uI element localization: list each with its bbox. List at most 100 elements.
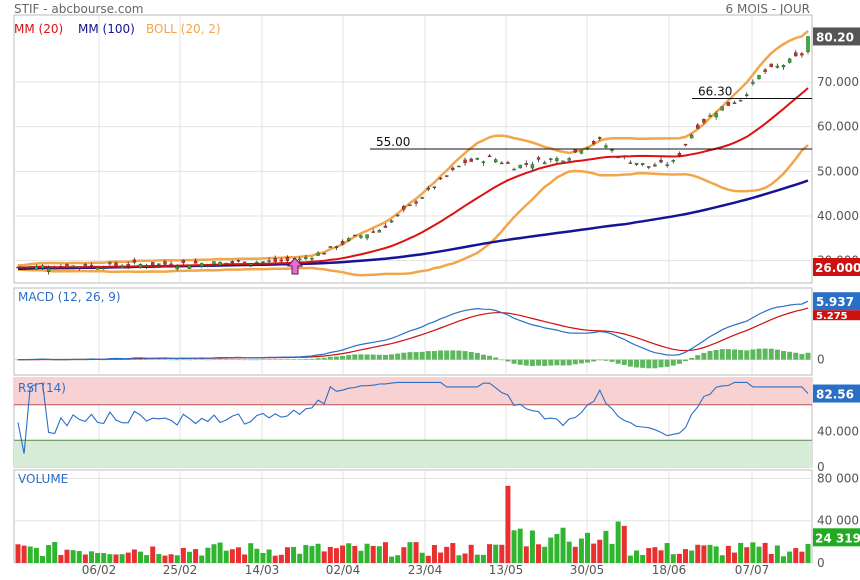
macd-flag-value: 5.937 [816,295,854,309]
candle-body [794,52,798,57]
macd-histogram-bar [793,352,799,360]
rsi-flag-value: 82.56 [816,388,854,402]
candle-body [732,102,737,104]
macd-histogram-bar [211,359,217,360]
candle-body [169,263,173,267]
candle-body [138,264,143,268]
volume-bar [113,554,119,563]
candle-body [310,258,314,260]
macd-histogram-bar [340,355,346,360]
macd-histogram-bar [150,359,156,360]
candle-body [151,262,155,266]
x-tick-label: 13/05 [489,563,524,577]
macd-histogram-bar [358,354,364,360]
candle-body [273,258,277,262]
candle-body [200,263,204,267]
candle-body [438,177,443,180]
volume-bar [346,543,352,563]
volume-bar [21,545,27,563]
volume-bar [413,542,419,563]
macd-histogram-bar [389,354,395,360]
volume-bar [793,548,799,563]
macd-histogram-bar [781,351,787,360]
macd-histogram-bar [193,359,199,361]
macd-histogram-bar [480,354,486,360]
chart-period-label: 6 MOIS - JOUR [725,2,810,16]
macd-line [17,300,809,361]
macd-histogram-bar [658,359,664,368]
candle-body [89,264,94,267]
macd-histogram-bar [266,359,272,360]
signal-flag-value: 5.275 [816,311,848,322]
candle-body [702,118,706,123]
volume-bar [395,555,401,563]
rsi-oversold-zone [14,440,812,467]
volume-tick-label: 80 000 [817,471,859,485]
macd-histogram-bar [566,359,572,366]
candle-body [402,205,406,210]
rsi-tick-label: 0 [817,460,825,474]
candle-body [224,262,228,265]
candle-body [787,58,792,63]
macd-histogram-bar [413,352,419,360]
macd-histogram-bar [505,359,511,362]
volume-bar [640,554,646,563]
macd-histogram-bar [536,359,542,366]
volume-bar [389,556,395,563]
volume-bar [566,541,572,563]
volume-bar [217,542,223,563]
macd-histogram-bar [260,359,266,360]
volume-bar [248,543,254,563]
candle-body [689,134,694,139]
volume-bar [150,546,156,563]
candle-body [457,165,461,168]
candle-body [40,265,45,269]
macd-histogram-bar [732,349,738,360]
macd-histogram-bar [499,359,505,361]
volume-bar [676,553,682,563]
volume-bar [266,549,272,563]
volume-bar [536,544,542,563]
candle-body [469,158,473,162]
macd-histogram-bar [431,351,437,360]
candle-body [193,260,198,264]
macd-histogram-bar [572,359,578,365]
candle-body [579,150,584,154]
macd-histogram-bar [352,354,358,360]
macd-histogram-bar [768,348,774,360]
macd-histogram-bar [376,354,382,360]
candle-body [175,266,179,270]
volume-bar [131,549,137,563]
macd-histogram-bar [554,359,560,366]
macd-histogram-bar [156,359,162,360]
macd-histogram-bar [370,354,376,360]
candle-body [242,261,247,265]
macd-histogram-bar [750,349,756,360]
volume-bar [76,551,82,563]
mm20-flag [813,258,860,276]
macd-histogram-bar [670,359,676,366]
candle-body [542,162,547,165]
candle-body [298,258,302,261]
candle-body [726,101,731,106]
volume-bar [609,543,615,563]
x-tick-label: 30/05 [570,563,605,577]
volume-bar [254,548,260,563]
macd-histogram-bar [407,352,413,360]
candle-body [132,259,137,263]
volume-bar [125,552,131,563]
macd-histogram-bar [548,359,554,366]
volume-bar [303,544,309,563]
volume-bar [186,551,192,563]
macd-histogram-bar [278,359,284,360]
volume-bar [572,546,578,563]
macd-histogram-bar [401,352,407,360]
volume-bar [658,550,664,563]
price-tick-label: 40.000 [817,209,859,223]
volume-bar [444,546,450,563]
candle-body [285,257,290,261]
x-tick-label: 18/06 [652,563,687,577]
volume-bar [634,550,640,563]
candle-body [518,164,522,169]
volume-bar [315,543,321,563]
